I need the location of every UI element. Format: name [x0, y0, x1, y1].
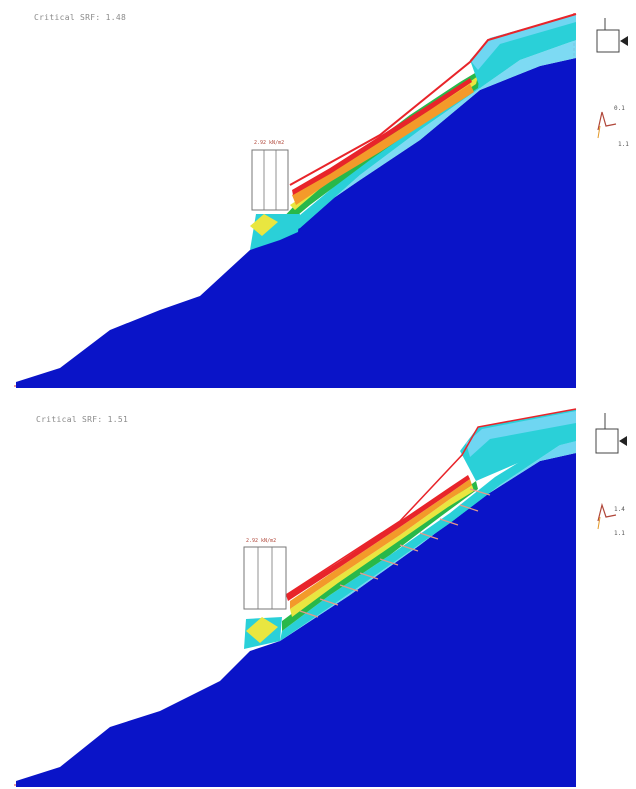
- contour-legend-icon: 1.4 1.1: [597, 502, 625, 537]
- strain-band-orange: [292, 84, 474, 205]
- ground-mass: [16, 453, 576, 787]
- support-box-icon: [595, 413, 627, 454]
- strain-band-red: [292, 78, 472, 195]
- strain-band-lightblue: [250, 40, 576, 250]
- critical-srf-label: Critical SRF: 1.48: [34, 13, 127, 22]
- slope-surface-line: [285, 408, 577, 596]
- strain-band-red: [286, 475, 470, 601]
- load-arrow-icon: [620, 36, 628, 46]
- strain-band-orange: [290, 479, 472, 609]
- upper-terrace: [470, 14, 576, 88]
- strain-band-lightblue: [280, 441, 576, 641]
- surcharge-load-frame: [251, 149, 289, 211]
- load-arrow-icon: [619, 436, 627, 446]
- ground-mass: [16, 58, 576, 388]
- critical-srf-label: Critical SRF: 1.51: [36, 415, 129, 424]
- soil-nails: [299, 488, 491, 618]
- slope-model-diagram: 2.92 kN/m2 0.1 1.1: [0, 0, 636, 394]
- legend-value-1: 0.1: [614, 105, 625, 112]
- strain-band-cyan: [260, 30, 576, 246]
- contour-legend-icon: 0.1 1.1: [597, 105, 629, 148]
- legend-value-1: 1.4: [614, 506, 625, 513]
- surcharge-load-frame: [243, 546, 287, 610]
- support-box-icon: [596, 18, 628, 53]
- model-panel-bottom: 2.92 kN/m2 1.4 1.1 Critical SRF: 1.51: [0, 395, 636, 789]
- load-label: 2.92 kN/m2: [246, 538, 276, 544]
- load-label: 2.92 kN/m2: [254, 140, 284, 146]
- slope-model-diagram: 2.92 kN/m2 1.4 1.1: [0, 395, 636, 789]
- slope-surface-line: [289, 13, 577, 186]
- legend-value-2: 1.1: [618, 141, 629, 148]
- legend-value-2: 1.1: [614, 530, 625, 537]
- strain-band-yellow: [290, 485, 474, 617]
- model-panel-top: 2.92 kN/m2 0.1 1.1 Critical SRF: 1.48: [0, 0, 636, 394]
